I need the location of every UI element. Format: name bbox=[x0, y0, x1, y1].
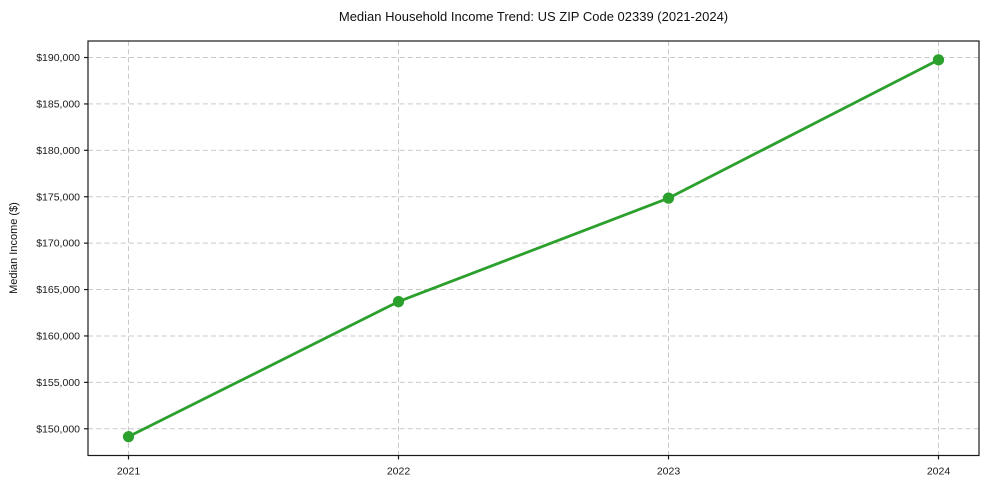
y-tick-label: $170,000 bbox=[36, 238, 80, 250]
data-point-2024 bbox=[932, 54, 945, 66]
data-point-2021 bbox=[122, 431, 135, 443]
y-tick-label: $185,000 bbox=[36, 99, 80, 111]
x-tick-label: 2021 bbox=[117, 466, 141, 478]
y-tick-label: $190,000 bbox=[36, 52, 80, 64]
y-tick-label: $150,000 bbox=[36, 423, 80, 435]
x-tick-label: 2022 bbox=[387, 466, 411, 478]
y-tick-label: $155,000 bbox=[36, 377, 80, 389]
plot-frame bbox=[87, 40, 980, 457]
data-point-2023 bbox=[662, 192, 675, 204]
y-tick-label: $180,000 bbox=[36, 145, 80, 157]
x-tick-label: 2024 bbox=[927, 466, 951, 478]
y-tick-label: $160,000 bbox=[36, 331, 80, 343]
x-tick-label: 2023 bbox=[657, 466, 681, 478]
y-tick-label: $165,000 bbox=[36, 284, 80, 296]
data-point-2022 bbox=[392, 296, 405, 308]
chart-title: Median Household Income Trend: US ZIP Co… bbox=[338, 9, 729, 24]
trend-line bbox=[127, 58, 940, 439]
y-tick-label: $175,000 bbox=[36, 191, 80, 203]
